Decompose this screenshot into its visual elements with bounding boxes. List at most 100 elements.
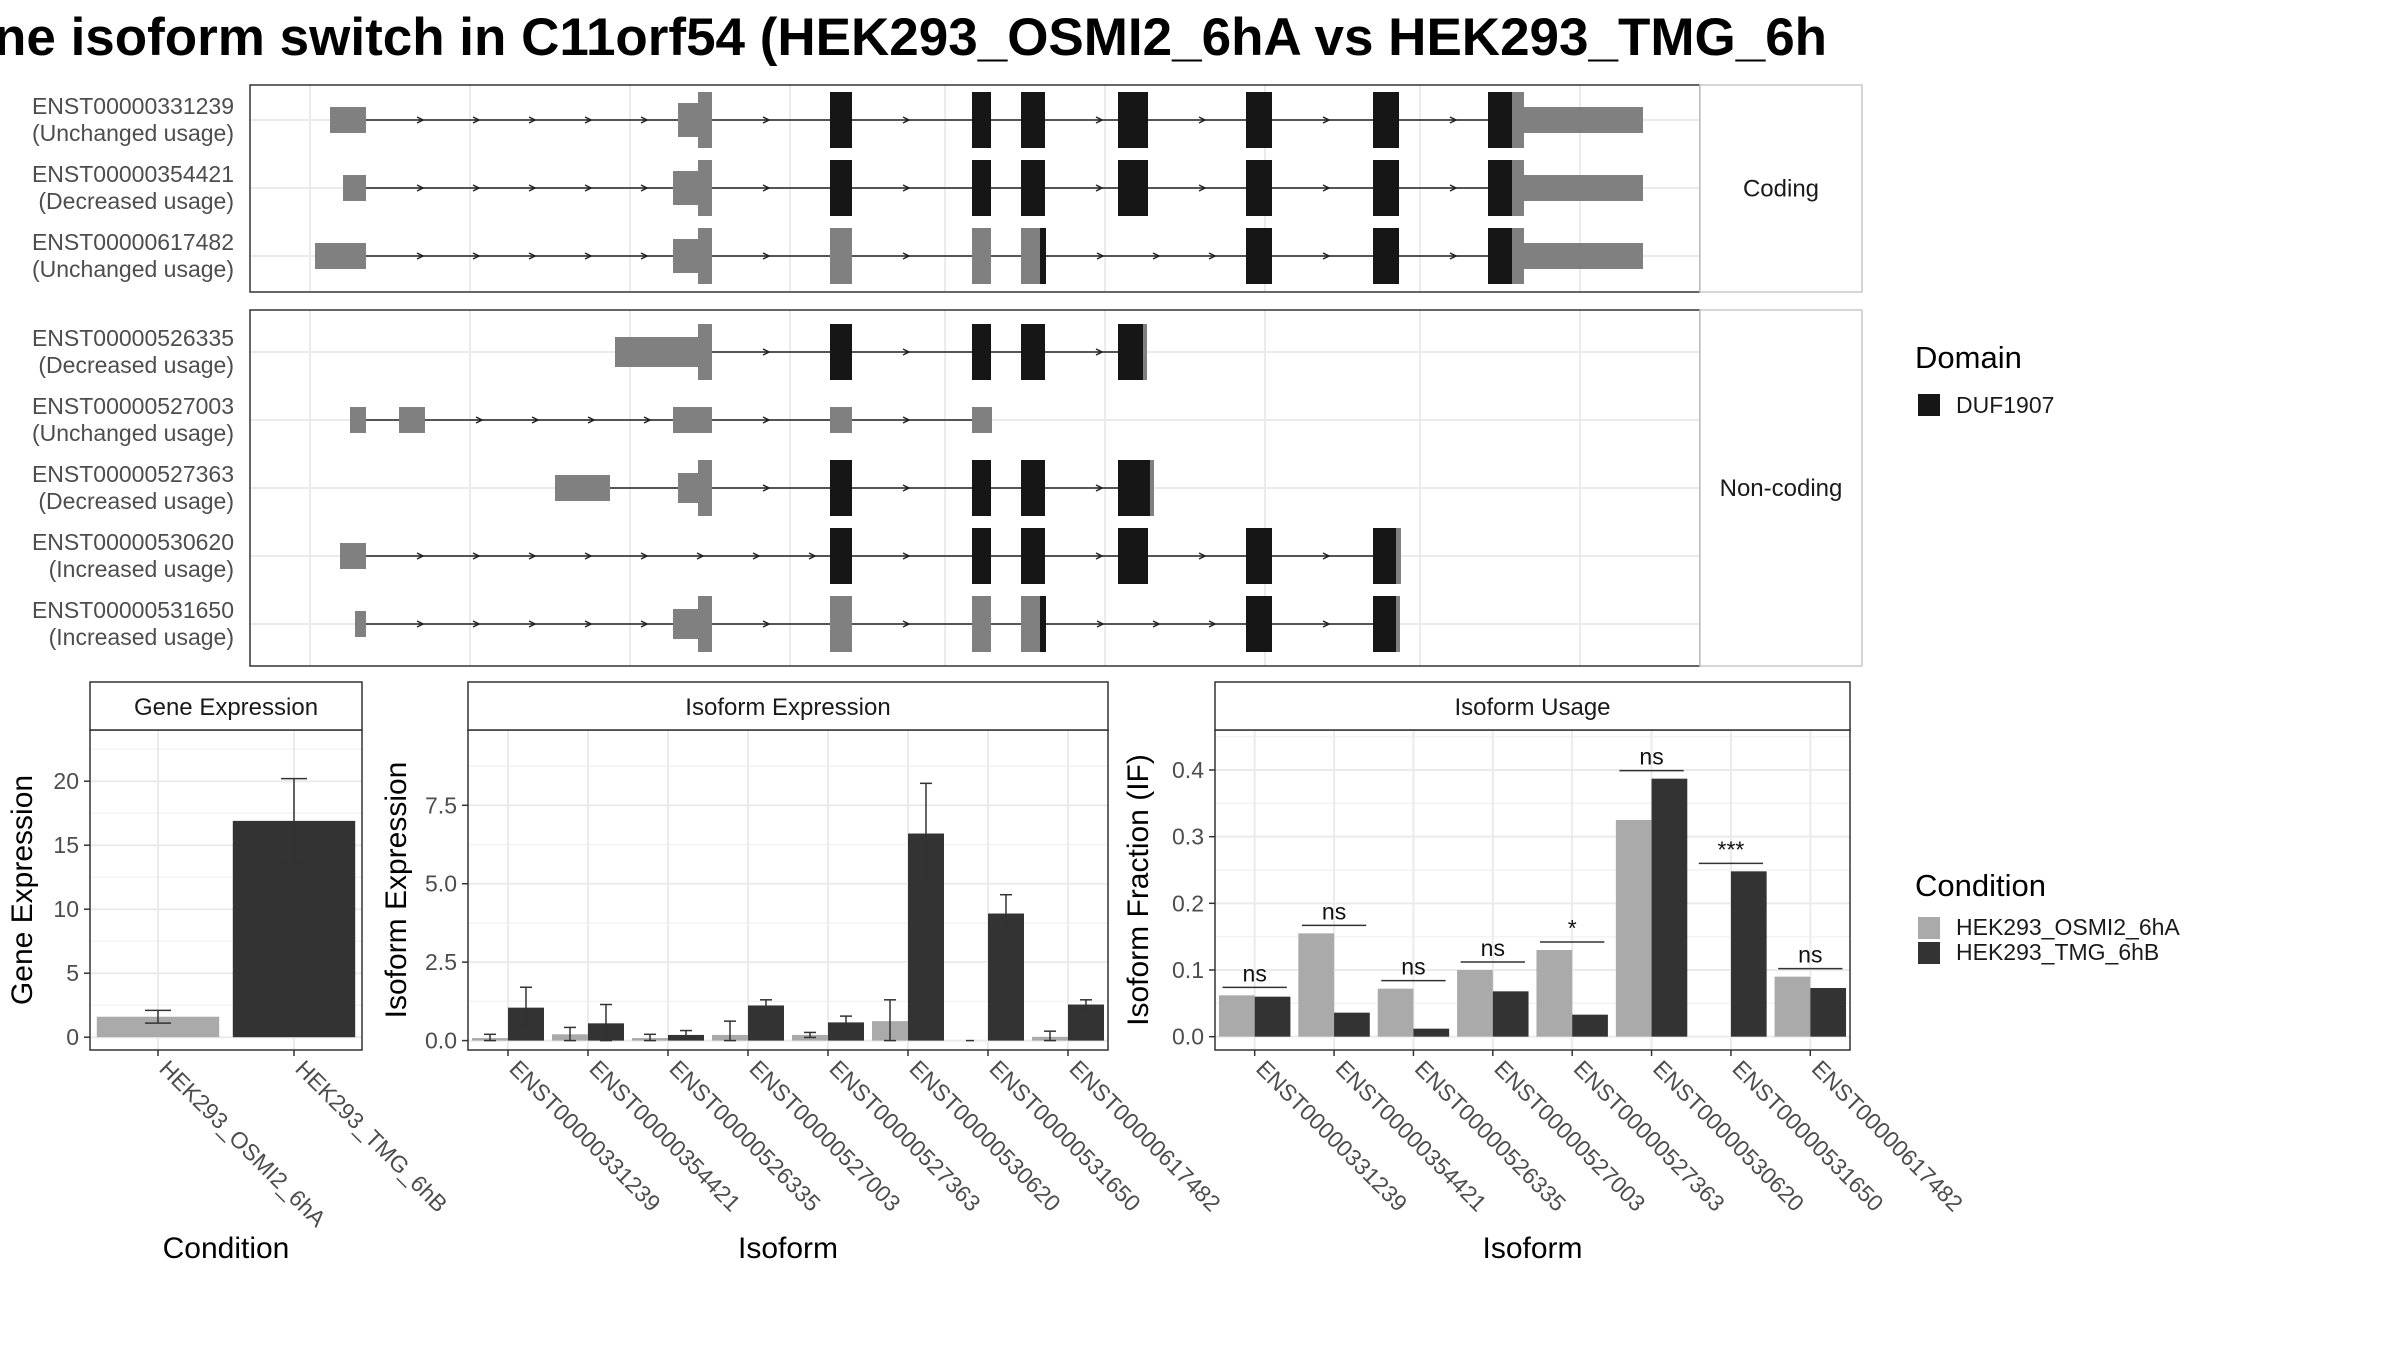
strand-arrow — [528, 184, 537, 192]
y-axis-title: Gene Expression — [6, 775, 39, 1005]
strand-arrow — [416, 552, 425, 560]
domain-legend-key — [1918, 394, 1940, 416]
transcript-id-label: ENST00000331239 — [32, 93, 234, 119]
x-tick-label: ENST00000530620 — [1648, 1055, 1809, 1216]
x-tick-label: HEK293_TMG_6hB — [290, 1055, 452, 1217]
domain-exon — [830, 324, 852, 380]
bar — [828, 1022, 864, 1041]
bar — [988, 913, 1024, 1041]
y-axis-title: Isoform Expression — [380, 762, 413, 1019]
strand-arrow — [475, 416, 484, 424]
strand-arrow — [1095, 348, 1104, 356]
exon — [330, 107, 366, 133]
transcript-id-label: ENST00000530620 — [32, 529, 234, 555]
strand-arrow — [762, 252, 771, 260]
domain-exon — [1373, 92, 1399, 148]
significance-label: ns — [1481, 935, 1505, 961]
domain-legend-title: Domain — [1915, 340, 2022, 375]
exon — [830, 228, 852, 284]
strand-arrow — [1208, 252, 1217, 260]
domain-exon — [1373, 528, 1396, 584]
transcript-id-label: ENST00000354421 — [32, 161, 234, 187]
transcript-usage-label: (Unchanged usage) — [32, 256, 234, 282]
strand-arrow — [528, 116, 537, 124]
bar — [1651, 778, 1688, 1037]
strand-arrow — [472, 184, 481, 192]
transcript-usage-label: (Decreased usage) — [38, 352, 234, 378]
domain-exon — [1246, 92, 1272, 148]
exon — [1524, 243, 1643, 269]
exon — [555, 475, 610, 501]
exon — [673, 407, 712, 433]
legends: Domain DUF1907 Condition HEK293_OSMI2_6h… — [1915, 340, 2180, 965]
domain-exon — [830, 92, 852, 148]
strand-arrow — [1095, 484, 1104, 492]
strand-arrow — [902, 620, 911, 628]
domain-exon — [1021, 324, 1045, 380]
exon — [1021, 228, 1040, 284]
y-tick-label: 10 — [53, 896, 79, 922]
domain-exon — [1488, 92, 1512, 148]
exon — [698, 460, 712, 516]
panel-strip — [467, 681, 1109, 731]
y-tick-label: 0.3 — [1172, 824, 1204, 850]
x-tick-label: ENST00000331239 — [504, 1055, 665, 1216]
bar — [1492, 991, 1529, 1037]
significance-label: ns — [1639, 744, 1663, 770]
y-tick-label: 20 — [53, 768, 79, 794]
strand-arrow — [472, 620, 481, 628]
strand-arrow — [640, 620, 649, 628]
exon — [698, 92, 712, 148]
x-tick-label: ENST00000617482 — [1807, 1055, 1968, 1216]
facet-strip — [1699, 84, 1863, 293]
strand-arrow — [640, 116, 649, 124]
domain-exon — [1021, 160, 1045, 216]
strand-arrow — [584, 116, 593, 124]
exon — [343, 175, 366, 201]
strand-arrow — [1096, 620, 1105, 628]
exon — [1524, 175, 1643, 201]
x-tick-label: ENST00000526335 — [1410, 1055, 1571, 1216]
exon — [673, 171, 698, 205]
significance-label: *** — [1718, 836, 1745, 862]
condition-legend-key-osmi — [1918, 917, 1940, 939]
condition-legend-key-tmg — [1918, 942, 1940, 964]
strand-arrow — [762, 484, 771, 492]
strand-arrow — [528, 252, 537, 260]
domain-exon — [1373, 596, 1396, 652]
exon — [399, 407, 425, 433]
strand-arrow — [416, 620, 425, 628]
transcript-id-label: ENST00000527003 — [32, 393, 234, 419]
domain-exon — [1118, 92, 1148, 148]
domain-exon — [1246, 160, 1272, 216]
strand-arrow — [528, 552, 537, 560]
domain-exon — [1040, 228, 1046, 284]
strand-arrow — [472, 116, 481, 124]
strand-arrow — [696, 552, 705, 560]
significance-label: ns — [1322, 898, 1346, 924]
domain-exon — [1373, 228, 1399, 284]
exon — [355, 611, 366, 637]
strand-arrow — [584, 620, 593, 628]
strand-arrow — [1208, 620, 1217, 628]
strand-arrow — [902, 184, 911, 192]
isoform-expression-panel: 0.0 2.5 5.0 7.5 Isoform Expression ENST000003… — [380, 681, 1226, 1265]
y-tick-label: 0.0 — [1172, 1024, 1204, 1050]
strand-arrow — [1095, 116, 1104, 124]
exon — [830, 407, 852, 433]
strand-arrow — [584, 252, 593, 260]
x-axis-title: Isoform — [738, 1232, 838, 1265]
strand-arrow — [1449, 184, 1458, 192]
x-tick-label: ENST00000331239 — [1251, 1055, 1412, 1216]
bar — [1615, 820, 1652, 1037]
panel-title: Isoform Usage — [1454, 694, 1610, 721]
transcript-id-label: ENST00000527363 — [32, 461, 234, 487]
facet-label-coding: Coding — [1743, 176, 1819, 203]
strand-arrow — [472, 552, 481, 560]
y-tick-label: 0.2 — [1172, 890, 1204, 916]
x-tick-label: ENST00000527363 — [1569, 1055, 1730, 1216]
y-tick-label: 5.0 — [425, 871, 457, 897]
domain-exon — [1488, 228, 1512, 284]
strand-arrow — [1152, 620, 1161, 628]
